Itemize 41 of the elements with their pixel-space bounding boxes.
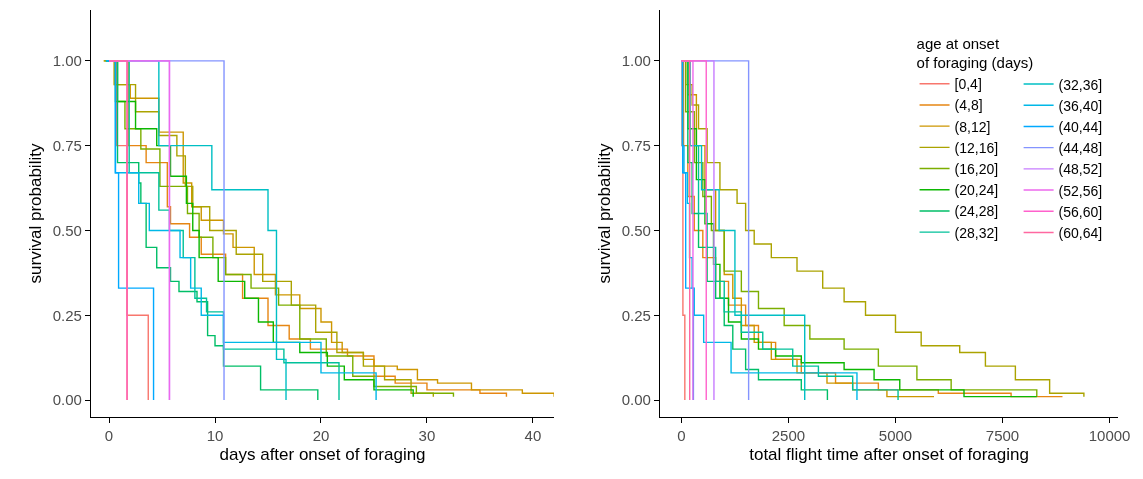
x-tick-label: 5000 xyxy=(878,427,913,445)
y-tick-label: 0.25 xyxy=(621,306,651,324)
legend-label: (44,48] xyxy=(1058,140,1103,157)
x-axis-title: total flight time after onset of foraging xyxy=(749,444,1029,464)
x-tick-label: 0 xyxy=(677,427,686,445)
y-axis-title: survival probability xyxy=(26,143,46,284)
legend-label: (4,8] xyxy=(954,97,983,114)
x-tick-label: 40 xyxy=(524,427,542,445)
legend-label: (60,64] xyxy=(1058,224,1103,241)
x-tick-label: 10 xyxy=(206,427,224,445)
legend-label: (36,40] xyxy=(1058,97,1103,114)
legend-label: (12,16] xyxy=(954,139,999,156)
y-tick-label: 0.50 xyxy=(621,221,651,239)
x-tick-label: 20 xyxy=(312,427,330,445)
legend-label: (52,56] xyxy=(1058,182,1103,199)
x-tick-label: 0 xyxy=(104,427,114,445)
legend-label: (24,28] xyxy=(954,203,999,220)
legend-label: (28,32] xyxy=(954,224,999,241)
legend-label: (20,24] xyxy=(954,182,999,199)
legend-label: (48,52] xyxy=(1058,161,1103,178)
legend-label: (40,44] xyxy=(1058,118,1103,135)
y-tick-label: 0.00 xyxy=(621,391,651,409)
y-tick-label: 0.75 xyxy=(52,136,82,154)
y-tick-label: 1.00 xyxy=(52,52,82,70)
y-axis-title: survival probability xyxy=(595,143,615,284)
x-axis-title: days after onset of foraging xyxy=(219,444,426,464)
legend-label: (8,12] xyxy=(954,118,991,135)
y-tick-label: 0.75 xyxy=(621,136,651,154)
legend-label: (56,60] xyxy=(1058,203,1103,220)
legend-label: [0,4] xyxy=(954,76,982,93)
x-tick-label: 10000 xyxy=(1088,427,1131,445)
y-tick-label: 1.00 xyxy=(621,52,651,70)
x-tick-label: 2500 xyxy=(771,427,806,445)
y-tick-label: 0.50 xyxy=(52,221,82,239)
x-tick-label: 7500 xyxy=(985,427,1020,445)
legend-title: age at onset of foraging (days) xyxy=(916,34,1034,72)
legend-label: (32,36] xyxy=(1058,76,1103,93)
legend-label: (16,20] xyxy=(954,161,999,178)
y-tick-label: 0.00 xyxy=(52,391,82,409)
x-tick-label: 30 xyxy=(418,427,436,445)
y-tick-label: 0.25 xyxy=(52,306,82,324)
